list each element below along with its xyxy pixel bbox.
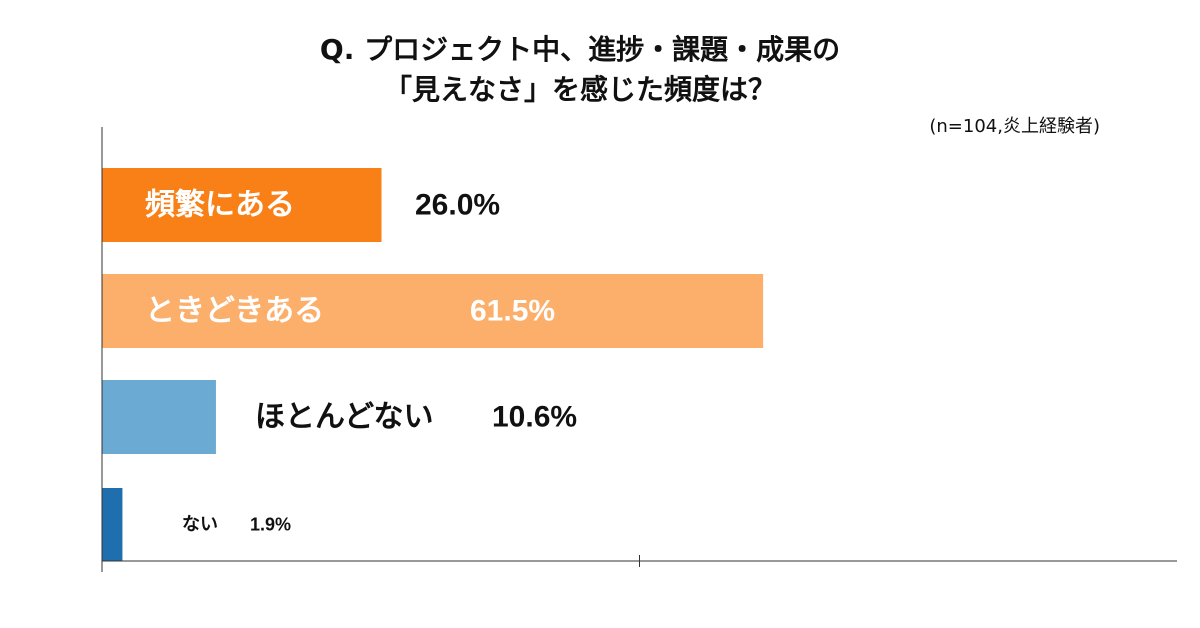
value-label-3: 10.6% <box>492 401 577 434</box>
chart-title-line-1: Q. プロジェクト中、進捗・課題・成果の <box>319 33 841 66</box>
chart-title: Q. プロジェクト中、進捗・課題・成果の 「見えなさ」を感じた頻度は？ <box>0 30 1160 110</box>
value-label-1: 26.0% <box>415 189 500 222</box>
category-label-3: ほとんどない <box>255 400 434 435</box>
bar-1 <box>102 168 382 242</box>
category-label-4: ない <box>182 514 218 535</box>
category-label-1: 頻繁にある <box>145 188 295 223</box>
chart-title-line-2: 「見えなさ」を感じた頻度は？ <box>383 73 776 106</box>
category-label-2: ときどきある <box>145 294 324 329</box>
bar-4 <box>102 488 123 561</box>
bar-2 <box>102 274 764 348</box>
value-label-4: 1.9% <box>250 515 291 535</box>
sample-size-note: (n=104,炎上経験者) <box>929 116 1100 137</box>
bar-3 <box>102 380 216 454</box>
value-label-2: 61.5% <box>470 295 555 328</box>
